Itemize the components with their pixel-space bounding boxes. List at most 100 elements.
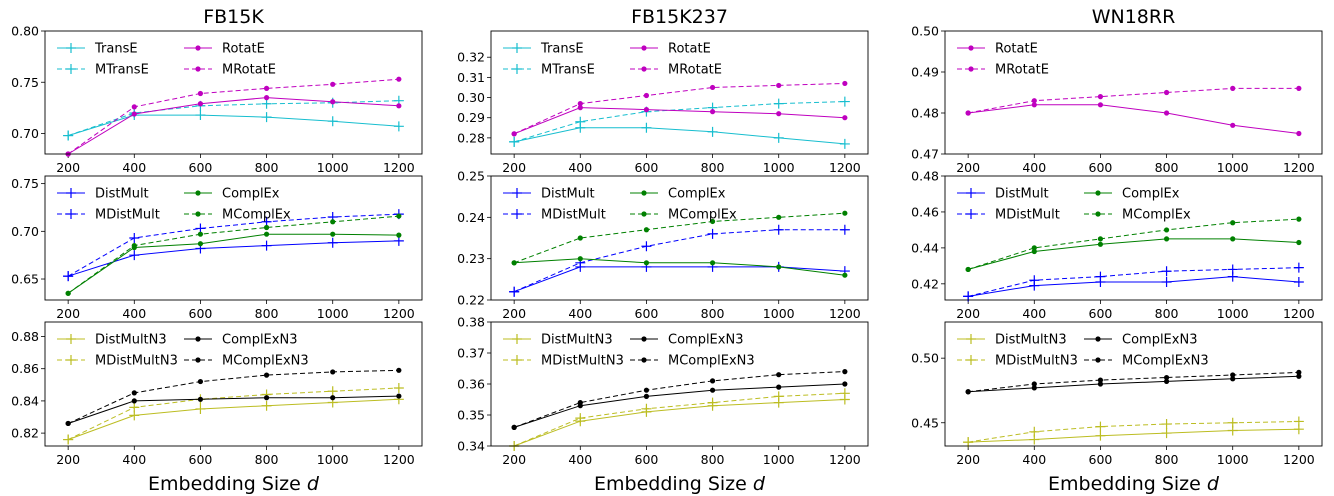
- ytick-label: 0.37: [457, 346, 485, 361]
- series-line-MTransE: [513, 101, 845, 143]
- legend-label: MComplEx: [1122, 208, 1191, 223]
- xtick-label: 600: [189, 452, 213, 467]
- point-TransE: [641, 122, 652, 133]
- series-line-MComplEx: [967, 218, 1299, 270]
- point-MDistMultN3: [393, 383, 404, 394]
- point-MDistMultN3: [641, 403, 652, 414]
- legend-label: RotatE: [222, 42, 265, 57]
- legend-marker: [641, 190, 647, 196]
- ytick-label: 0.48: [911, 169, 939, 184]
- ytick-label: 0.75: [11, 75, 39, 90]
- point-TransE: [261, 112, 272, 123]
- xtick-label: 400: [568, 452, 592, 467]
- legend-label: DistMultN3: [95, 333, 167, 348]
- xtick-label: 200: [502, 452, 526, 467]
- point-MComplExN3: [65, 420, 71, 427]
- point-ComplExN3: [709, 387, 716, 393]
- point-MDistMult: [63, 271, 74, 282]
- series-line-MDistMultN3: [513, 392, 845, 447]
- point-DistMult: [261, 240, 272, 251]
- legend-marker: [195, 190, 201, 196]
- xtick-label: 200: [502, 160, 526, 175]
- legend: DistMult MDistMult ComplEx MComplEx: [57, 187, 291, 223]
- point-MComplEx: [131, 243, 137, 249]
- point-MDistMultN3: [839, 388, 850, 399]
- ytick-label: 0.44: [911, 240, 939, 255]
- legend-label: MTransE: [541, 63, 595, 78]
- point-MDistMult: [129, 233, 140, 243]
- point-ComplExN3: [1097, 381, 1104, 387]
- series-line-RotatE: [67, 97, 399, 155]
- point-MDistMultN3: [1227, 417, 1238, 428]
- point-MComplEx: [643, 227, 650, 233]
- point-MDistMultN3: [707, 397, 718, 408]
- x-axis-label: Embedding Size d: [148, 473, 320, 495]
- point-MRotatE: [842, 80, 848, 87]
- series-line-MComplExN3: [968, 371, 1299, 393]
- ytick-label: 0.65: [11, 272, 39, 287]
- ytick-label: 0.34: [457, 439, 485, 454]
- point-MDistMult: [773, 224, 784, 235]
- series-line-MDistMult: [513, 229, 845, 293]
- ytick-label: 0.30: [457, 90, 485, 105]
- legend-label: MDistMultN3: [995, 354, 1078, 369]
- point-MComplEx: [842, 210, 848, 216]
- legend-marker: [66, 64, 76, 74]
- plot-frame: [44, 175, 423, 301]
- legend-marker: [966, 334, 976, 344]
- point-TransE: [707, 126, 718, 137]
- legend-label: MTransE: [95, 63, 149, 78]
- legend-marker: [195, 45, 201, 51]
- legend-label: MDistMultN3: [95, 354, 178, 369]
- xtick-label: 1200: [829, 160, 861, 175]
- plot-frame: [944, 321, 1323, 447]
- legend-label: DistMultN3: [541, 333, 613, 348]
- point-MDistMultN3: [327, 386, 338, 397]
- series-line-TransE: [67, 114, 399, 137]
- xtick-label: 1200: [829, 306, 861, 321]
- point-ComplEx: [330, 231, 336, 237]
- point-MComplExN3: [131, 390, 137, 396]
- point-ComplExN3: [776, 384, 782, 390]
- xtick-label: 800: [255, 160, 279, 175]
- legend-marker: [1095, 190, 1101, 196]
- plot-frame: [944, 30, 1323, 155]
- xtick-label: 800: [1155, 306, 1179, 321]
- ytick-label: 0.22: [457, 293, 485, 308]
- legend-label: ComplEx: [1122, 187, 1180, 202]
- plot-frame: [944, 175, 1323, 301]
- ytick-label: 0.48: [911, 106, 939, 121]
- ytick-label: 0.35: [457, 408, 485, 423]
- xtick-label: 800: [701, 306, 725, 321]
- point-MRotatE: [1097, 94, 1104, 100]
- legend-label: MRotatE: [995, 63, 1049, 78]
- xtick-label: 600: [1089, 160, 1113, 175]
- point-MComplEx: [965, 266, 971, 273]
- point-MRotatE: [1031, 98, 1037, 104]
- point-MRotatE: [1296, 85, 1302, 91]
- legend-label: DistMultN3: [995, 333, 1067, 348]
- series-line-DistMult: [968, 276, 1299, 297]
- plot-frame: [490, 321, 869, 447]
- point-MComplExN3: [1097, 377, 1104, 383]
- xtick-label: 1000: [763, 306, 795, 321]
- point-MDistMult: [1029, 275, 1040, 286]
- point-ComplEx: [709, 260, 716, 266]
- point-MDistMultN3: [773, 391, 784, 402]
- point-MComplEx: [776, 214, 782, 220]
- legend-marker: [66, 188, 76, 198]
- subplot-5: 0.42 0.44 0.46 0.48 200 400 600 800 1000 1200 Dist…: [911, 169, 1323, 321]
- point-MComplEx: [709, 218, 716, 225]
- series-line-ComplExN3: [513, 383, 845, 428]
- series-line-MRotatE: [968, 87, 1299, 114]
- point-RotatE: [1097, 102, 1104, 108]
- point-MRotatE: [709, 84, 716, 91]
- series-line-ComplExN3: [968, 375, 1299, 393]
- xtick-label: 600: [1089, 306, 1113, 321]
- point-MRotatE: [511, 131, 517, 137]
- legend-marker: [512, 209, 522, 219]
- point-TransE: [327, 116, 338, 127]
- point-MComplExN3: [1031, 381, 1037, 387]
- ytick-label: 0.70: [11, 224, 39, 239]
- xtick-label: 1000: [1217, 306, 1249, 321]
